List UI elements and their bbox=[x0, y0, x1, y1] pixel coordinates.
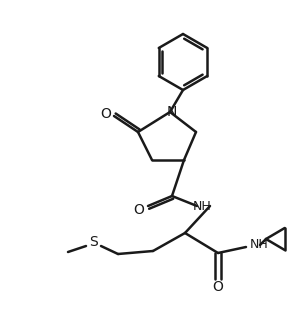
Text: NH: NH bbox=[250, 239, 269, 252]
Text: O: O bbox=[133, 203, 145, 217]
Text: NH: NH bbox=[193, 200, 211, 212]
Text: S: S bbox=[90, 235, 98, 249]
Text: O: O bbox=[100, 107, 112, 121]
Text: O: O bbox=[213, 280, 223, 294]
Text: N: N bbox=[167, 105, 177, 119]
